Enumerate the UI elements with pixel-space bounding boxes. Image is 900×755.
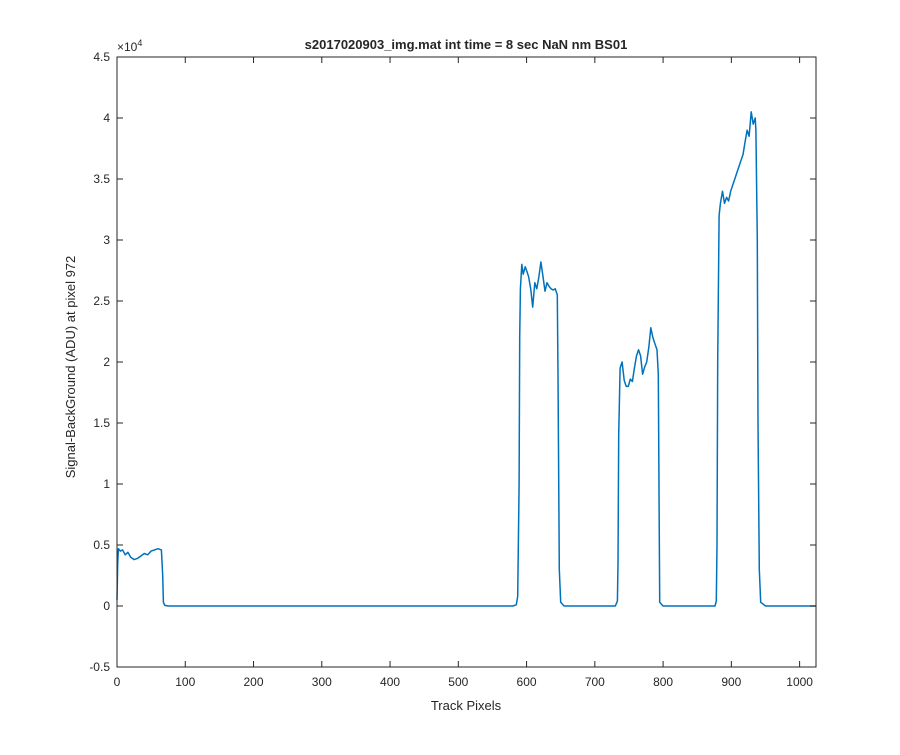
y-exponent-base: ×10 (117, 40, 138, 54)
y-axis: -0.5 0 0.5 1 1.5 2 2.5 3 3.5 4 4.5 (89, 50, 816, 674)
y-tick-label: -0.5 (89, 660, 110, 674)
y-tick-label: 0 (103, 599, 110, 613)
x-tick-label: 800 (653, 675, 673, 689)
x-tick-label: 300 (312, 675, 332, 689)
y-tick-label: 4.5 (93, 50, 110, 64)
y-tick-label: 3.5 (93, 172, 110, 186)
series-line (116, 111, 816, 607)
x-tick-label: 0 (114, 675, 121, 689)
x-axis-label: Track Pixels (431, 698, 502, 713)
x-tick-label: 200 (244, 675, 264, 689)
x-tick-label: 500 (448, 675, 468, 689)
y-axis-label: Signal-BackGround (ADU) at pixel 972 (63, 256, 78, 479)
y-tick-label: 0.5 (93, 538, 110, 552)
y-tick-label: 2 (103, 355, 110, 369)
y-tick-label: 1 (103, 477, 110, 491)
series-layer (116, 111, 816, 607)
y-tick-label: 1.5 (93, 416, 110, 430)
x-tick-label: 600 (517, 675, 537, 689)
x-tick-label: 1000 (786, 675, 813, 689)
x-tick-label: 700 (585, 675, 605, 689)
y-tick-label: 4 (103, 111, 110, 125)
x-tick-label: 100 (175, 675, 195, 689)
y-tick-label: 2.5 (93, 294, 110, 308)
y-exponent-power: 4 (137, 38, 142, 48)
x-tick-label: 400 (380, 675, 400, 689)
plot-area (117, 57, 816, 667)
chart-title: s2017020903_img.mat int time = 8 sec NaN… (305, 37, 628, 52)
x-axis: 0 100 200 300 400 500 600 700 800 900 1000 (114, 57, 813, 689)
y-axis-exponent: ×104 (117, 38, 142, 54)
x-tick-label: 900 (721, 675, 741, 689)
y-tick-label: 3 (103, 233, 110, 247)
